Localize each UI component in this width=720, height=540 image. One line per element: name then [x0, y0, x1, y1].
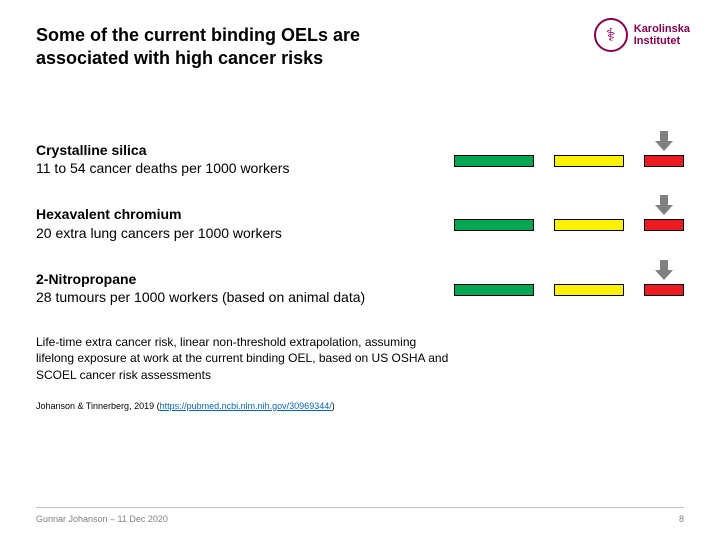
risk-segment-red	[644, 155, 684, 167]
risk-item-text: 2-Nitropropane28 tumours per 1000 worker…	[36, 270, 365, 306]
risk-scale-bar	[454, 155, 684, 167]
citation-suffix: )	[332, 401, 335, 411]
risk-stat: 20 extra lung cancers per 1000 workers	[36, 224, 282, 242]
risk-item: Crystalline silica11 to 54 cancer deaths…	[36, 141, 684, 177]
risk-item: Hexavalent chromium20 extra lung cancers…	[36, 205, 684, 241]
risk-segment-red	[644, 284, 684, 296]
risk-segment-red	[644, 219, 684, 231]
footer-author-date: Gunnar Johanson – 11 Dec 2020	[36, 514, 168, 524]
risk-segment-yellow	[554, 219, 624, 231]
risk-scale-bar	[454, 219, 684, 231]
risk-segment-yellow	[554, 155, 624, 167]
page-number: 8	[679, 514, 684, 524]
logo-line1: Karolinska	[634, 23, 690, 35]
risk-segment-yellow	[554, 284, 624, 296]
footer: Gunnar Johanson – 11 Dec 2020 8	[36, 507, 684, 524]
citation: Johanson & Tinnerberg, 2019 (https://pub…	[36, 401, 684, 411]
risk-item-text: Crystalline silica11 to 54 cancer deaths…	[36, 141, 289, 177]
substance-name: 2-Nitropropane	[36, 270, 365, 288]
risk-stat: 11 to 54 cancer deaths per 1000 workers	[36, 159, 289, 177]
risk-items: Crystalline silica11 to 54 cancer deaths…	[36, 141, 684, 306]
risk-stat: 28 tumours per 1000 workers (based on an…	[36, 288, 365, 306]
slide: Some of the current binding OELs are ass…	[0, 0, 720, 540]
risk-segment-green	[454, 155, 534, 167]
risk-segment-green	[454, 219, 534, 231]
substance-name: Hexavalent chromium	[36, 205, 282, 223]
citation-link[interactable]: https://pubmed.ncbi.nlm.nih.gov/30969344…	[160, 401, 332, 411]
logo-seal-icon: ⚕	[594, 18, 628, 52]
risk-item: 2-Nitropropane28 tumours per 1000 worker…	[36, 270, 684, 306]
logo-line2: Institutet	[634, 35, 690, 47]
risk-item-text: Hexavalent chromium20 extra lung cancers…	[36, 205, 282, 241]
logo-text: Karolinska Institutet	[634, 23, 690, 47]
substance-name: Crystalline silica	[36, 141, 289, 159]
caduceus-icon: ⚕	[606, 26, 616, 44]
risk-segment-green	[454, 284, 534, 296]
citation-prefix: Johanson & Tinnerberg, 2019 (	[36, 401, 160, 411]
risk-scale-bar	[454, 284, 684, 296]
page-title: Some of the current binding OELs are ass…	[36, 24, 436, 69]
brand-logo: ⚕ Karolinska Institutet	[594, 18, 690, 52]
methodology-note: Life-time extra cancer risk, linear non-…	[36, 334, 456, 383]
